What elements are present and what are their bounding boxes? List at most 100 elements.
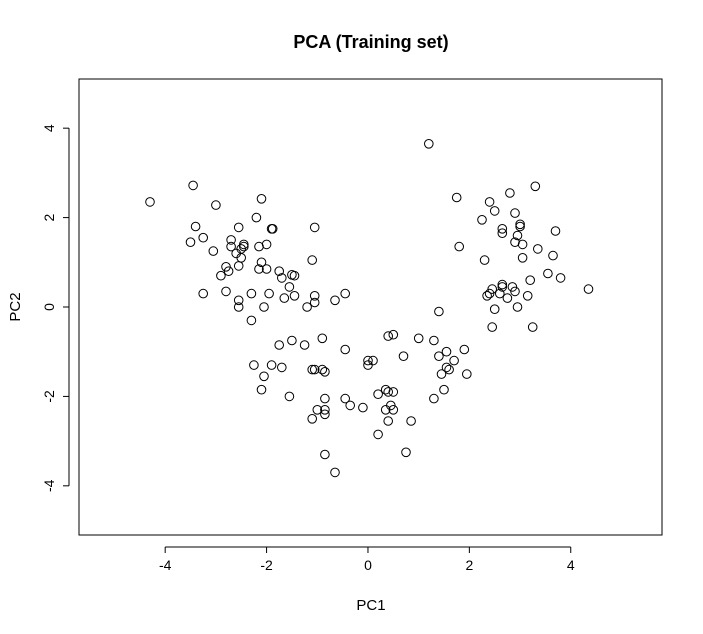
data-point (515, 219, 525, 230)
y-axis: -4 -2 0 2 4 (41, 124, 70, 492)
data-point (208, 246, 219, 256)
data-point (510, 208, 520, 218)
data-point (550, 226, 561, 236)
data-point (505, 188, 515, 198)
data-point (274, 266, 285, 277)
data-point (388, 405, 399, 415)
data-point (439, 384, 449, 395)
data-point (198, 232, 208, 243)
chart-title: PCA (Training set) (293, 32, 448, 52)
y-tick-label: 0 (41, 303, 57, 311)
data-point (502, 293, 513, 303)
data-point (266, 360, 277, 370)
data-point (373, 429, 383, 440)
data-point (221, 286, 231, 297)
data-point (251, 212, 262, 223)
data-point (444, 364, 454, 375)
data-point (413, 333, 424, 344)
data-points (145, 139, 594, 478)
data-point (145, 197, 155, 207)
data-point (429, 335, 439, 346)
data-point (484, 288, 495, 299)
data-point (512, 302, 523, 312)
data-point (340, 288, 351, 299)
data-point (527, 322, 538, 332)
data-point (583, 284, 594, 294)
data-point (383, 387, 394, 397)
data-point (525, 275, 536, 286)
data-point (515, 221, 525, 232)
data-point (429, 393, 439, 404)
data-point (434, 306, 444, 317)
data-point (454, 241, 465, 252)
data-point (190, 221, 201, 232)
data-point (233, 222, 244, 233)
data-point (406, 416, 416, 426)
data-point (449, 355, 459, 366)
data-point (495, 288, 505, 299)
data-point (383, 416, 394, 426)
data-point (223, 266, 234, 277)
data-point (236, 252, 246, 263)
x-tick-label: -2 (260, 557, 273, 573)
data-point (533, 244, 543, 254)
data-point (434, 351, 444, 362)
data-point (510, 286, 520, 297)
data-point (383, 331, 394, 341)
data-point (226, 241, 236, 252)
data-point (307, 364, 318, 375)
data-point (522, 291, 533, 301)
plot-frame (78, 78, 663, 536)
data-point (487, 284, 498, 294)
data-point (188, 180, 198, 191)
data-point (261, 264, 272, 274)
data-point (320, 405, 330, 415)
data-point (261, 239, 272, 250)
data-point (436, 369, 447, 379)
data-point (484, 197, 495, 207)
data-point (441, 362, 452, 373)
data-point (482, 291, 492, 301)
data-point (211, 200, 221, 210)
y-tick-label: 2 (41, 213, 57, 221)
data-point (345, 400, 356, 411)
data-point (487, 322, 498, 332)
data-point (320, 367, 330, 377)
data-point (289, 291, 300, 301)
data-point (233, 295, 244, 306)
data-point (497, 228, 508, 238)
data-point (307, 255, 318, 265)
data-point (330, 295, 340, 306)
data-point (368, 355, 378, 366)
data-point (363, 360, 373, 370)
x-axis: -4 -2 0 2 4 (159, 546, 575, 573)
data-point (489, 206, 500, 216)
data-point (309, 364, 320, 375)
data-point (497, 282, 508, 292)
data-point (231, 248, 241, 259)
data-point (497, 224, 508, 234)
data-point (249, 360, 259, 370)
data-point (477, 215, 487, 225)
data-point (246, 288, 257, 299)
data-point (216, 270, 226, 281)
data-point (302, 302, 312, 312)
data-point (289, 270, 300, 281)
data-point (358, 402, 368, 413)
data-point (279, 293, 290, 303)
x-tick-label: 2 (465, 557, 473, 573)
data-point (320, 449, 330, 460)
data-point (256, 384, 267, 395)
data-point (320, 393, 330, 404)
data-point (497, 279, 508, 290)
data-point (284, 282, 295, 292)
data-point (388, 329, 399, 340)
x-tick-label: 4 (567, 557, 575, 573)
data-point (340, 344, 351, 355)
x-tick-label: 0 (364, 557, 372, 573)
data-point (299, 340, 310, 350)
data-point (380, 384, 391, 395)
y-tick-label: -4 (41, 479, 57, 492)
data-point (330, 467, 340, 478)
